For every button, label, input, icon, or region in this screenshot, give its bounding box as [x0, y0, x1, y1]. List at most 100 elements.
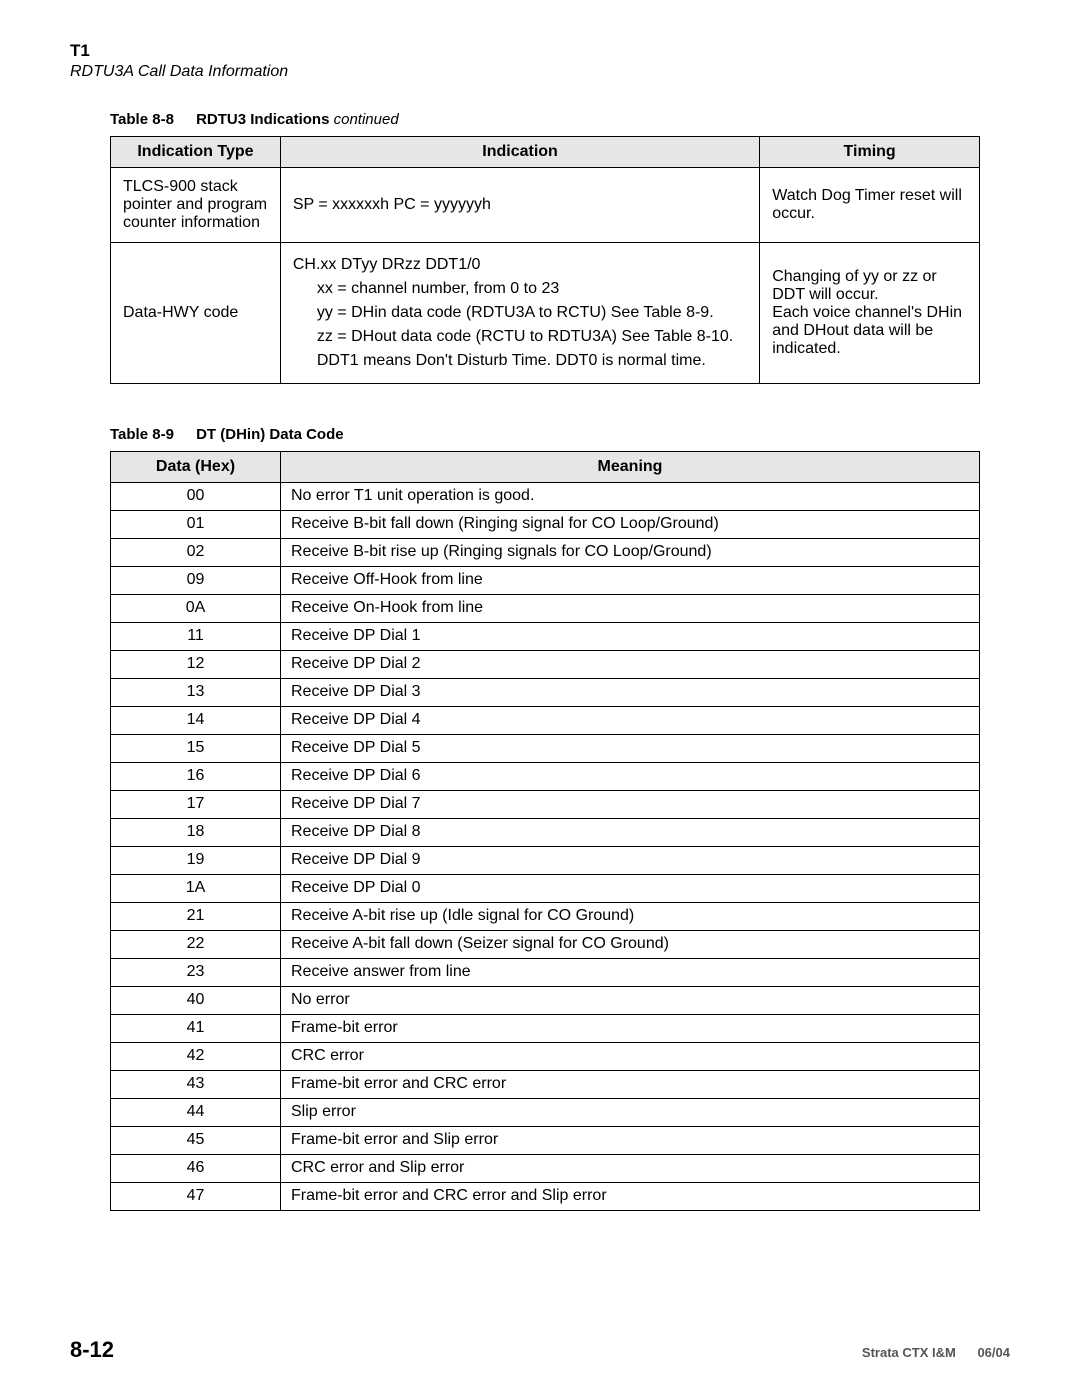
table-row: 09Receive Off-Hook from line: [111, 566, 980, 594]
cell-data-hex: 40: [111, 986, 281, 1014]
cell-meaning: No error: [281, 986, 980, 1014]
cell-data-hex: 44: [111, 1098, 281, 1126]
cell-timing: Changing of yy or zz or DDT will occur. …: [760, 242, 980, 383]
cell-data-hex: 14: [111, 706, 281, 734]
cell-data-hex: 01: [111, 510, 281, 538]
header-title: T1: [70, 40, 1010, 62]
table-row: 16Receive DP Dial 6: [111, 762, 980, 790]
table-row: 41Frame-bit error: [111, 1014, 980, 1042]
cell-meaning: Receive A-bit fall down (Seizer signal f…: [281, 930, 980, 958]
table-row: 22Receive A-bit fall down (Seizer signal…: [111, 930, 980, 958]
cell-meaning: Frame-bit error and CRC error and Slip e…: [281, 1182, 980, 1210]
cell-data-hex: 22: [111, 930, 281, 958]
cell-meaning: CRC error and Slip error: [281, 1154, 980, 1182]
cell-meaning: Receive On-Hook from line: [281, 594, 980, 622]
cell-timing: Watch Dog Timer reset will occur.: [760, 167, 980, 242]
table-row: 19Receive DP Dial 9: [111, 846, 980, 874]
table-row: 17Receive DP Dial 7: [111, 790, 980, 818]
caption-label: Table 8-8: [110, 111, 174, 128]
cell-meaning: Receive answer from line: [281, 958, 980, 986]
cell-data-hex: 17: [111, 790, 281, 818]
cell-meaning: Receive DP Dial 6: [281, 762, 980, 790]
doc-name: Strata CTX I&M: [862, 1345, 956, 1360]
table-row: 02Receive B-bit rise up (Ringing signals…: [111, 538, 980, 566]
cell-meaning: Receive DP Dial 5: [281, 734, 980, 762]
cell-data-hex: 15: [111, 734, 281, 762]
table-row: 14Receive DP Dial 4: [111, 706, 980, 734]
cell-data-hex: 00: [111, 482, 281, 510]
cell-indication: CH.xx DTyy DRzz DDT1/0xx = channel numbe…: [280, 242, 759, 383]
cell-data-hex: 19: [111, 846, 281, 874]
footer-doc-info: Strata CTX I&M 06/04: [862, 1345, 1010, 1360]
table-row: 42CRC error: [111, 1042, 980, 1070]
doc-date: 06/04: [977, 1345, 1010, 1360]
cell-meaning: Receive DP Dial 7: [281, 790, 980, 818]
col-data-hex: Data (Hex): [111, 451, 281, 482]
cell-meaning: Receive DP Dial 1: [281, 622, 980, 650]
document-page: T1 RDTU3A Call Data Information Table 8-…: [0, 0, 1080, 1241]
table-8-8: Indication Type Indication Timing TLCS-9…: [110, 136, 980, 384]
cell-indication: SP = xxxxxxh PC = yyyyyyh: [280, 167, 759, 242]
table-row: 01Receive B-bit fall down (Ringing signa…: [111, 510, 980, 538]
col-indication-type: Indication Type: [111, 136, 281, 167]
table-row: 00No error T1 unit operation is good.: [111, 482, 980, 510]
cell-data-hex: 12: [111, 650, 281, 678]
cell-meaning: Receive DP Dial 3: [281, 678, 980, 706]
table-8-9-caption: Table 8-9 DT (DHin) Data Code: [110, 426, 1010, 443]
cell-meaning: Receive DP Dial 0: [281, 874, 980, 902]
table-row: 21Receive A-bit rise up (Idle signal for…: [111, 902, 980, 930]
cell-meaning: No error T1 unit operation is good.: [281, 482, 980, 510]
cell-data-hex: 43: [111, 1070, 281, 1098]
cell-data-hex: 11: [111, 622, 281, 650]
cell-meaning: Frame-bit error and Slip error: [281, 1126, 980, 1154]
table-row: Data-HWY codeCH.xx DTyy DRzz DDT1/0xx = …: [111, 242, 980, 383]
cell-meaning: Receive Off-Hook from line: [281, 566, 980, 594]
table-row: 15Receive DP Dial 5: [111, 734, 980, 762]
cell-data-hex: 45: [111, 1126, 281, 1154]
table-row: 0AReceive On-Hook from line: [111, 594, 980, 622]
cell-meaning: Frame-bit error and CRC error: [281, 1070, 980, 1098]
table-header-row: Indication Type Indication Timing: [111, 136, 980, 167]
cell-meaning: Slip error: [281, 1098, 980, 1126]
cell-data-hex: 0A: [111, 594, 281, 622]
col-timing: Timing: [760, 136, 980, 167]
cell-meaning: Receive B-bit fall down (Ringing signal …: [281, 510, 980, 538]
cell-data-hex: 16: [111, 762, 281, 790]
table-header-row: Data (Hex) Meaning: [111, 451, 980, 482]
cell-data-hex: 1A: [111, 874, 281, 902]
cell-data-hex: 41: [111, 1014, 281, 1042]
table-row: 45Frame-bit error and Slip error: [111, 1126, 980, 1154]
cell-meaning: Frame-bit error: [281, 1014, 980, 1042]
table-row: 11Receive DP Dial 1: [111, 622, 980, 650]
table-8-8-caption: Table 8-8 RDTU3 Indications continued: [110, 111, 1010, 128]
cell-indication-type: Data-HWY code: [111, 242, 281, 383]
cell-data-hex: 18: [111, 818, 281, 846]
table-row: 18Receive DP Dial 8: [111, 818, 980, 846]
cell-meaning: Receive DP Dial 8: [281, 818, 980, 846]
table-row: 47Frame-bit error and CRC error and Slip…: [111, 1182, 980, 1210]
caption-name: RDTU3 Indications continued: [196, 111, 399, 128]
cell-data-hex: 09: [111, 566, 281, 594]
table-row: 23Receive answer from line: [111, 958, 980, 986]
table-row: 43Frame-bit error and CRC error: [111, 1070, 980, 1098]
table-8-9: Data (Hex) Meaning 00No error T1 unit op…: [110, 451, 980, 1211]
table-row: 40No error: [111, 986, 980, 1014]
table-row: 46CRC error and Slip error: [111, 1154, 980, 1182]
caption-label: Table 8-9: [110, 426, 174, 443]
col-indication: Indication: [280, 136, 759, 167]
col-meaning: Meaning: [281, 451, 980, 482]
cell-data-hex: 21: [111, 902, 281, 930]
cell-data-hex: 46: [111, 1154, 281, 1182]
cell-meaning: Receive DP Dial 9: [281, 846, 980, 874]
cell-data-hex: 02: [111, 538, 281, 566]
cell-data-hex: 42: [111, 1042, 281, 1070]
page-footer: 8-12 Strata CTX I&M 06/04: [70, 1337, 1010, 1363]
header-subtitle: RDTU3A Call Data Information: [70, 62, 1010, 83]
caption-name: DT (DHin) Data Code: [196, 426, 344, 443]
table-row: 44Slip error: [111, 1098, 980, 1126]
page-header: T1 RDTU3A Call Data Information: [70, 40, 1010, 83]
cell-meaning: Receive A-bit rise up (Idle signal for C…: [281, 902, 980, 930]
cell-data-hex: 23: [111, 958, 281, 986]
table-row: 12Receive DP Dial 2: [111, 650, 980, 678]
table-row: 13Receive DP Dial 3: [111, 678, 980, 706]
